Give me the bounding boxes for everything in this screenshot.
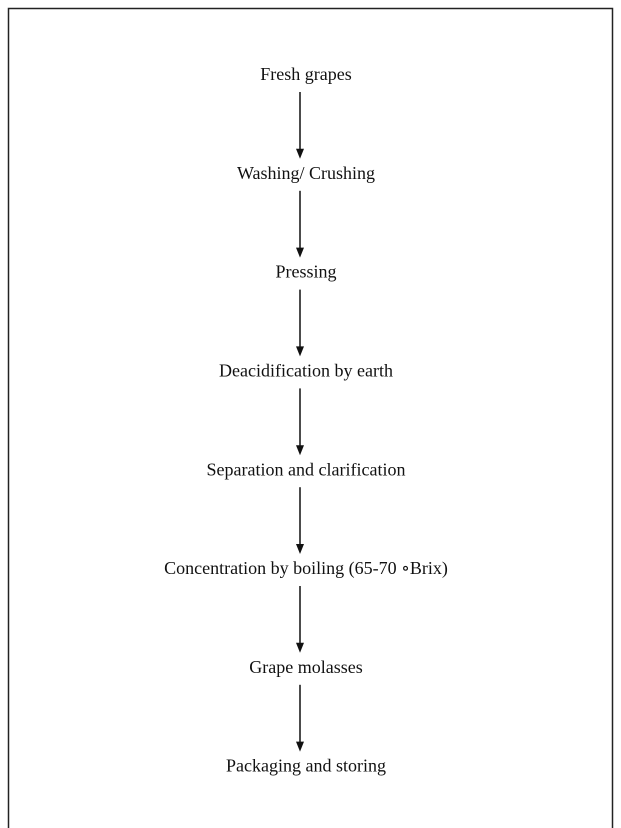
arrow-head [296,741,304,752]
step-label: Packaging and storing [226,756,386,776]
arrow-head [296,247,304,258]
step-label: Separation and clarification [207,459,406,479]
arrow-head [296,445,304,456]
arrow-head [296,148,304,159]
step-label: Concentration by boiling (65-70 ∘Brix) [164,558,448,579]
arrow-head [296,642,304,653]
step-label: Deacidification by earth [219,361,393,381]
step-label: Fresh grapes [260,64,351,84]
step-label: Pressing [275,262,336,282]
step-label: Grape molasses [249,657,362,677]
arrow-head [296,346,304,357]
frame [7,7,614,828]
step-label: Washing/ Crushing [237,163,375,183]
arrow-head [296,544,304,554]
